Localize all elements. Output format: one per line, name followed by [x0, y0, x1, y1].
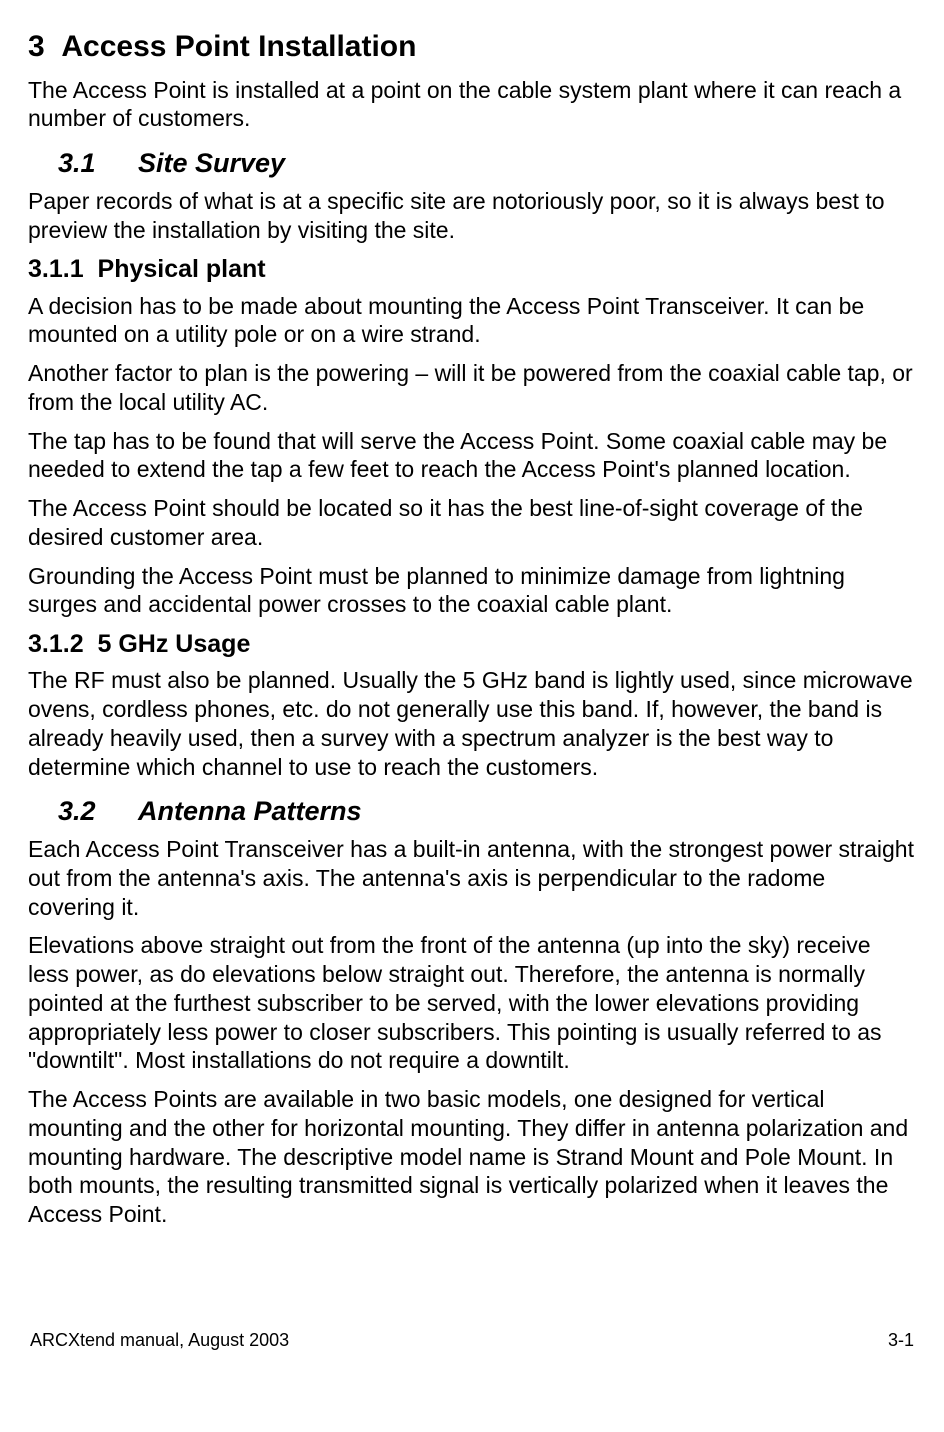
h2-title: Site Survey: [138, 148, 285, 178]
s311-p5: Grounding the Access Point must be plann…: [28, 562, 916, 620]
h3-title: Physical plant: [98, 255, 266, 283]
s311-p4: The Access Point should be located so it…: [28, 494, 916, 552]
h2-number: 3.1: [58, 147, 138, 181]
s311-p3: The tap has to be found that will serve …: [28, 427, 916, 485]
h3-number: 3.1.2: [28, 630, 84, 658]
h3-title: 5 GHz Usage: [98, 630, 251, 658]
intro-paragraph: The Access Point is installed at a point…: [28, 76, 916, 134]
heading-2-site-survey: 3.1Site Survey: [28, 147, 916, 181]
s32-p3: The Access Points are available in two b…: [28, 1085, 916, 1229]
heading-2-antenna-patterns: 3.2Antenna Patterns: [28, 795, 916, 829]
h1-number: 3: [28, 30, 45, 63]
heading-3-5ghz-usage: 3.1.2 5 GHz Usage: [28, 629, 916, 660]
h3-number: 3.1.1: [28, 255, 84, 283]
s32-p1: Each Access Point Transceiver has a buil…: [28, 835, 916, 921]
s31-intro: Paper records of what is at a specific s…: [28, 187, 916, 245]
s311-p2: Another factor to plan is the powering –…: [28, 359, 916, 417]
h2-number: 3.2: [58, 795, 138, 829]
footer-left: ARCXtend manual, August 2003: [30, 1329, 289, 1352]
s32-p2: Elevations above straight out from the f…: [28, 931, 916, 1075]
footer-right: 3-1: [888, 1329, 914, 1352]
heading-3-physical-plant: 3.1.1 Physical plant: [28, 254, 916, 285]
s311-p1: A decision has to be made about mounting…: [28, 292, 916, 350]
heading-1: 3 Access Point Installation: [28, 28, 916, 66]
page-footer: ARCXtend manual, August 2003 3-1: [28, 1329, 916, 1352]
h1-title: Access Point Installation: [61, 30, 416, 63]
s312-p1: The RF must also be planned. Usually the…: [28, 666, 916, 781]
h2-title: Antenna Patterns: [138, 796, 362, 826]
